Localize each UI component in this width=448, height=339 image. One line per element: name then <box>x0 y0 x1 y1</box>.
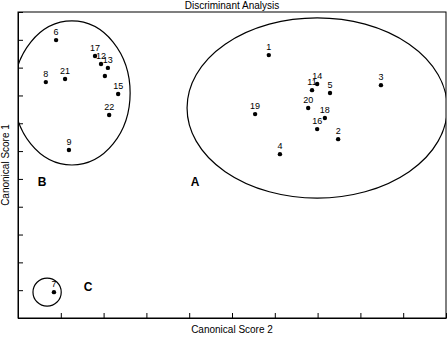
point <box>103 74 107 78</box>
point <box>323 116 327 120</box>
point <box>44 80 48 84</box>
point <box>116 92 120 96</box>
point <box>52 290 56 294</box>
point <box>310 88 314 92</box>
point-label: 20 <box>303 95 313 105</box>
y-tick <box>18 262 23 263</box>
y-tick <box>18 207 23 208</box>
y-tick-mark <box>18 68 23 69</box>
chart-title: Discriminant Analysis <box>185 0 279 11</box>
x-tick <box>232 313 233 318</box>
point-label: 3 <box>378 72 383 82</box>
point <box>328 91 332 95</box>
point-label: 4 <box>277 141 282 151</box>
x-tick-mark <box>360 313 361 318</box>
point-label: 6 <box>54 27 59 37</box>
y-tick-mark <box>18 179 23 180</box>
chart: 123456789111213141516171819202122ABCDisc… <box>0 0 448 339</box>
x-tick <box>104 313 105 318</box>
y-tick-mark <box>18 235 23 236</box>
x-tick-mark <box>232 313 233 318</box>
group-label: C <box>84 280 93 294</box>
point <box>267 53 271 57</box>
x-tick <box>403 313 404 318</box>
labels: 123456789111213141516171819202122ABC <box>38 27 384 294</box>
x-tick-mark <box>61 313 62 318</box>
point-label: 21 <box>60 66 70 76</box>
x-tick-mark <box>446 313 447 318</box>
group-label: B <box>38 175 47 189</box>
point <box>315 127 319 131</box>
x-tick <box>360 313 361 318</box>
point-label: 2 <box>336 126 341 136</box>
point <box>54 38 58 42</box>
point <box>106 66 110 70</box>
x-tick-mark <box>318 313 319 318</box>
group-ellipse <box>18 21 130 165</box>
plot-frame <box>18 12 446 318</box>
point-label: 22 <box>104 102 114 112</box>
point-label: 19 <box>250 101 260 111</box>
point-label: 5 <box>328 80 333 90</box>
point <box>379 83 383 87</box>
x-tick <box>189 313 190 318</box>
y-tick <box>18 12 23 13</box>
x-axis-line <box>19 318 447 319</box>
y-tick <box>18 179 23 180</box>
y-tick-mark <box>18 207 23 208</box>
y-tick-mark <box>18 40 23 41</box>
point <box>63 77 67 81</box>
x-tick <box>275 313 276 318</box>
y-tick-mark <box>18 318 23 319</box>
x-tick-mark <box>403 313 404 318</box>
point-label: 7 <box>51 279 56 289</box>
y-tick <box>18 235 23 236</box>
point-label: 15 <box>113 81 123 91</box>
y-tick <box>18 151 23 152</box>
point-label: 13 <box>103 55 113 65</box>
y-tick-mark <box>18 290 23 291</box>
point-label: 9 <box>66 137 71 147</box>
y-axis-title: Canonical Score 1 <box>0 124 11 206</box>
point-label: 1 <box>266 42 271 52</box>
y-axis-line <box>18 13 19 319</box>
point-label: 17 <box>90 43 100 53</box>
y-tick-mark <box>18 12 23 13</box>
point <box>278 152 282 156</box>
x-axis <box>19 313 447 319</box>
x-tick-mark <box>146 313 147 318</box>
group-ellipse <box>187 18 446 198</box>
x-tick-mark <box>275 313 276 318</box>
y-tick-mark <box>18 262 23 263</box>
y-tick-mark <box>18 151 23 152</box>
point <box>67 148 71 152</box>
x-tick-mark <box>104 313 105 318</box>
x-axis-title: Canonical Score 2 <box>191 324 273 335</box>
point <box>253 112 257 116</box>
point <box>107 113 111 117</box>
point-label: 14 <box>312 71 322 81</box>
y-tick <box>18 68 23 69</box>
x-tick <box>318 313 319 318</box>
point <box>336 137 340 141</box>
x-tick-mark <box>189 313 190 318</box>
point-label: 18 <box>320 105 330 115</box>
y-tick <box>18 40 23 41</box>
x-tick <box>446 313 447 318</box>
group-ellipse <box>33 278 61 306</box>
x-tick <box>146 313 147 318</box>
y-tick <box>18 290 23 291</box>
y-tick-mark <box>18 95 23 96</box>
point-label: 16 <box>312 116 322 126</box>
y-tick <box>18 95 23 96</box>
group-label: A <box>191 175 200 189</box>
plot-area <box>18 18 446 306</box>
x-tick <box>61 313 62 318</box>
y-tick <box>18 318 23 319</box>
point-label: 8 <box>43 69 48 79</box>
point <box>306 106 310 110</box>
